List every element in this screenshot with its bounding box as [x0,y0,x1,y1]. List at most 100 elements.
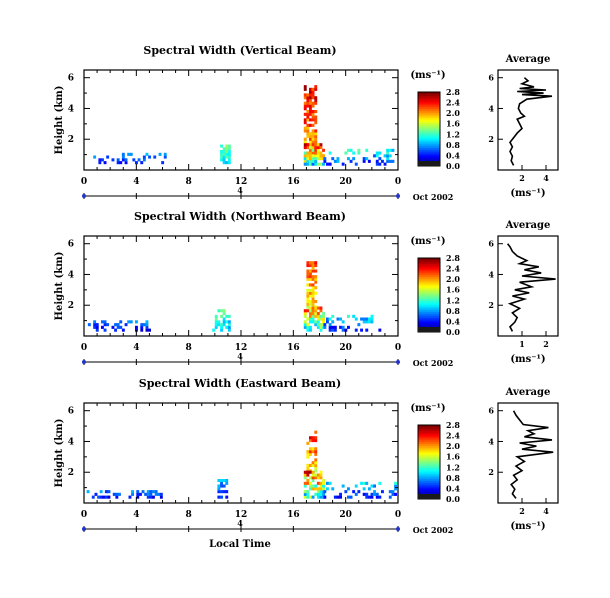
heatmap-cell [306,495,310,499]
heatmap-cell [309,463,312,467]
colorbar-swatch [418,130,440,134]
heatmap-cell [386,157,390,161]
heatmap-cell [314,148,318,152]
heatmap-cell [116,158,120,162]
heatmap-cell [87,323,91,327]
heatmap-cell [306,466,310,470]
date-label: Oct 2002 [413,358,454,368]
heatmap-cell [119,320,123,324]
heatmap-cell [311,302,315,306]
heatmap-cell [152,495,155,499]
heatmap-cell [127,152,131,156]
x-tick-label: 12 [235,177,248,187]
heatmap-cell [362,481,366,485]
heatmap-cell [311,151,315,155]
heatmap-cell [154,490,158,494]
panel-title-eastward: Spectral Width (Eastward Beam) [139,377,341,390]
colorbar-swatch [418,482,440,485]
heatmap-cell [354,328,358,332]
heatmap-cell [163,155,167,159]
x-tick-label: 20 [339,177,352,187]
heatmap-cell [365,495,369,499]
heatmap-cell [141,490,145,494]
y-axis-label: Height (km) [54,419,65,488]
heatmap-cell [306,146,310,150]
heatmap-cell [309,294,312,298]
colorbar-swatch [418,484,440,487]
x-tick-label: 0 [81,510,87,520]
heatmap-cell [314,157,318,161]
heatmap-cell [394,492,397,496]
heatmap-cell [311,264,315,268]
heatmap-cell [314,439,318,443]
avg-y-tick-label: 2 [488,467,494,477]
avg-y-tick-label: 4 [488,103,494,113]
heatmap-cell [357,323,361,327]
heatmap-cell [311,495,315,499]
heatmap-cell [225,150,229,154]
colorbar-swatch [418,261,440,264]
heatmap-cell [311,261,315,265]
heatmap-cell [303,96,307,100]
heatmap-cell [309,320,312,324]
heatmap-cell [303,121,307,125]
colorbar-swatch [418,465,440,468]
heatmap-cell [322,317,325,321]
colorbar-swatch [418,319,440,322]
heatmap-cell [365,157,369,161]
heatmap-cell [119,325,123,329]
heatmap-cell [328,151,332,155]
heatmap-cell [309,159,312,163]
colorbar-tick-label: 1.6 [446,452,460,462]
heatmap-cell [309,146,312,150]
heatmap-cell [375,151,379,155]
heatmap-cell [388,154,392,158]
heatmap-cell [306,283,310,287]
heatmap-cell [227,161,231,165]
heatmap-cell [158,152,162,156]
heatmap-cell [309,264,312,268]
heatmap-cell [314,452,318,456]
x-tick-label: 16 [287,177,300,187]
heatmap-cell [311,436,315,440]
colorbar-tick-label: 2.8 [446,253,460,263]
heatmap-cell [388,495,392,499]
heatmap-cell [146,490,150,494]
heatmap-cell [306,455,310,459]
colorbar-swatch [418,258,440,261]
x-tick-label: 20 [339,343,352,353]
heatmap-cell [323,490,327,494]
heatmap-cell [121,155,125,159]
average-unit-label: (ms⁻¹) [510,521,545,532]
heatmap-cell [306,112,310,116]
heatmap-cell [131,492,134,496]
heatmap-cell [322,479,325,483]
heatmap-cell [309,137,312,141]
heatmap-cell [336,157,340,161]
heatmap-cell [314,492,318,496]
heatmap-cell [314,469,318,473]
heatmap-cell [314,121,318,125]
heatmap-cell [354,162,358,166]
heatmap-cell [163,152,167,156]
heatmap-cell [323,159,327,163]
heatmap-cell [316,325,320,329]
heatmap-cell [309,481,312,485]
heatmap-cell [225,325,229,329]
heatmap-cell [326,317,329,321]
heatmap-cell [347,157,350,161]
x-tick-label: 8 [186,510,192,520]
heatmap-cell [115,492,119,496]
heatmap-cell [306,115,310,119]
heatmap-cell [311,154,315,158]
heatmap-cell [316,317,320,321]
heatmap-cell [121,328,125,332]
colorbar-swatch [418,456,440,459]
heatmap-cell [314,115,318,119]
heatmap-cell [319,162,323,166]
heatmap-cell [316,148,320,152]
avg-x-tick-label: 4 [543,173,549,183]
heatmap-cell [352,314,356,318]
heatmap-cell [319,470,323,474]
heatmap-cell [388,159,392,163]
